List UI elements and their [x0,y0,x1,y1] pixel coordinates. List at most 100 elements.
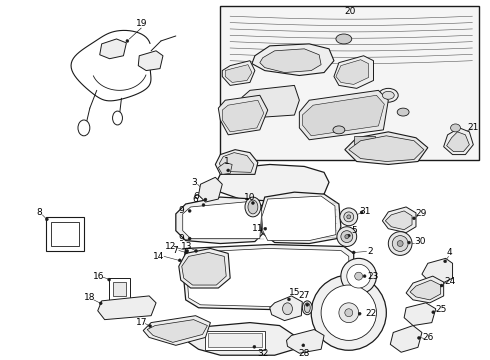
Ellipse shape [248,200,258,214]
Ellipse shape [388,232,412,255]
Text: 3: 3 [192,178,197,187]
Polygon shape [242,85,299,118]
Ellipse shape [352,251,355,254]
Polygon shape [187,248,349,307]
Ellipse shape [333,126,345,134]
Ellipse shape [195,249,197,252]
Ellipse shape [108,278,111,281]
Ellipse shape [302,344,305,347]
Ellipse shape [185,251,188,254]
Ellipse shape [382,91,394,99]
Polygon shape [336,60,368,84]
Bar [113,282,126,296]
Polygon shape [179,248,230,288]
Ellipse shape [78,120,90,136]
Text: 2: 2 [368,247,373,256]
Text: 1: 1 [224,157,230,166]
Polygon shape [220,153,254,172]
Ellipse shape [345,235,349,239]
Text: 10: 10 [244,193,256,202]
Ellipse shape [99,302,102,305]
Polygon shape [349,136,424,162]
Ellipse shape [341,231,353,243]
Polygon shape [98,296,156,320]
Ellipse shape [344,212,354,222]
Ellipse shape [432,311,435,314]
Ellipse shape [178,259,181,262]
Text: 16: 16 [93,272,104,281]
Text: 32: 32 [257,349,269,358]
Text: 29: 29 [415,210,427,219]
Ellipse shape [340,208,358,226]
Text: 19: 19 [135,19,147,28]
Polygon shape [422,258,453,283]
Ellipse shape [306,303,309,306]
Ellipse shape [321,285,376,341]
Ellipse shape [336,34,352,44]
Polygon shape [198,177,222,202]
Ellipse shape [339,303,359,323]
Text: 6: 6 [193,194,198,203]
Polygon shape [391,325,422,352]
Polygon shape [225,65,252,82]
Ellipse shape [283,303,293,315]
Ellipse shape [202,203,205,207]
Polygon shape [404,303,436,325]
Text: 6: 6 [194,192,199,201]
Ellipse shape [337,227,357,247]
Ellipse shape [355,272,363,280]
Polygon shape [189,323,294,355]
Ellipse shape [440,284,443,287]
Text: 27: 27 [298,291,310,300]
Text: 5: 5 [351,226,357,235]
Polygon shape [385,211,412,230]
Polygon shape [222,61,255,85]
Polygon shape [260,49,321,73]
Text: 9: 9 [179,234,185,243]
Ellipse shape [311,275,386,350]
Text: 21: 21 [467,123,479,132]
Polygon shape [183,244,354,310]
Text: 18: 18 [84,293,96,302]
Polygon shape [182,252,226,285]
Ellipse shape [443,260,446,263]
Polygon shape [143,316,210,345]
Text: 7: 7 [172,246,178,255]
Ellipse shape [304,303,310,313]
Ellipse shape [245,197,261,217]
Ellipse shape [378,88,398,102]
Polygon shape [443,128,473,154]
Ellipse shape [188,210,191,212]
Ellipse shape [360,211,363,214]
Text: 12: 12 [165,242,176,251]
Ellipse shape [46,218,49,221]
Ellipse shape [253,345,256,348]
Bar [205,330,265,350]
Ellipse shape [417,337,420,339]
Bar [51,222,79,247]
Text: 9: 9 [179,206,185,215]
Polygon shape [262,196,336,240]
Ellipse shape [345,309,353,317]
Text: 23: 23 [368,272,379,281]
Ellipse shape [227,169,230,172]
Text: 20: 20 [344,7,355,16]
Polygon shape [299,90,388,140]
Polygon shape [215,150,258,174]
Polygon shape [183,201,262,239]
Text: 11: 11 [252,224,264,233]
Text: 8: 8 [37,208,42,217]
Polygon shape [138,51,163,71]
Ellipse shape [347,215,351,219]
Bar [47,217,84,251]
Polygon shape [446,132,469,152]
Bar [354,136,375,144]
Ellipse shape [302,301,312,315]
Ellipse shape [358,312,361,315]
Polygon shape [410,280,441,300]
Ellipse shape [188,237,191,240]
Ellipse shape [451,124,461,132]
Polygon shape [147,320,207,342]
Ellipse shape [397,240,403,247]
Ellipse shape [347,234,350,237]
